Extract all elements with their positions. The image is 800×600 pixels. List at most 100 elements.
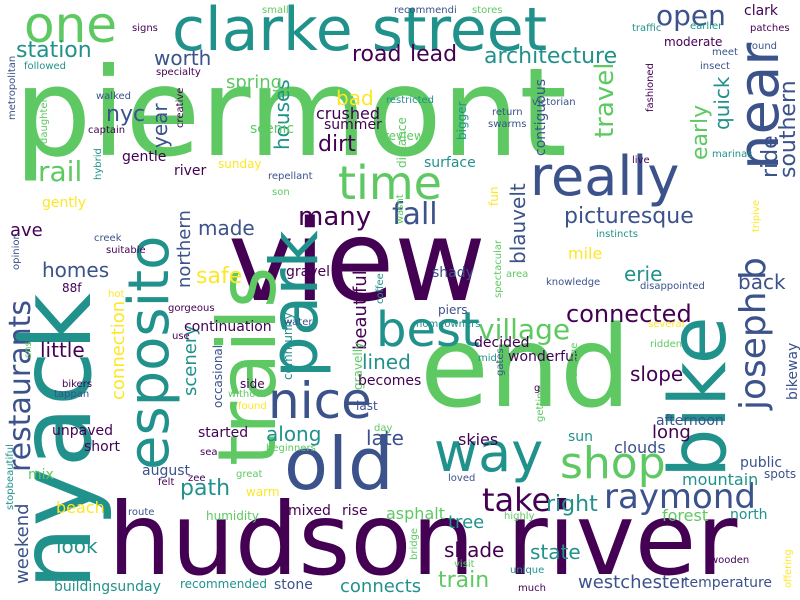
word-clarke-street: clarke street bbox=[172, 0, 548, 65]
word-victorian: victorian bbox=[532, 97, 576, 108]
word-temperature: temperature bbox=[684, 575, 772, 591]
word-mixed: mixed bbox=[288, 503, 331, 519]
word-water: water bbox=[284, 317, 313, 328]
word-picturesque: picturesque bbox=[564, 204, 694, 229]
word-nyc: nyc bbox=[106, 102, 146, 127]
word-esposito: esposito bbox=[117, 235, 182, 470]
word-return: return bbox=[492, 107, 523, 118]
word-connects: connects bbox=[340, 576, 422, 597]
word-early: early bbox=[688, 104, 713, 160]
word-northern: northern bbox=[174, 210, 195, 288]
word-afternoon: afternoon bbox=[656, 413, 724, 429]
word-round: round bbox=[748, 41, 778, 52]
word-back: back bbox=[738, 270, 786, 294]
word-nice: nice bbox=[268, 372, 372, 430]
word-slope: slope bbox=[630, 362, 684, 386]
word-stone: stone bbox=[274, 577, 313, 593]
word-great: great bbox=[236, 469, 263, 480]
word-captain: captain bbox=[88, 125, 126, 136]
word-clark: clark bbox=[744, 3, 779, 19]
word-shop: shop bbox=[560, 438, 666, 489]
word-last: last bbox=[356, 399, 378, 413]
word-spring: spring bbox=[226, 72, 283, 93]
word-occasional: occasional bbox=[211, 344, 225, 408]
word-asphalt: asphalt bbox=[386, 504, 445, 523]
word-safe: safe bbox=[196, 264, 243, 289]
word-look: look bbox=[56, 534, 98, 558]
word-several: several bbox=[648, 319, 685, 330]
word-north: north bbox=[730, 507, 768, 523]
word-side: side bbox=[240, 377, 265, 391]
word-small: small bbox=[262, 5, 289, 16]
word-state: state bbox=[530, 540, 581, 564]
word-insect: insect bbox=[700, 61, 730, 72]
word-restricted: restricted bbox=[386, 95, 434, 106]
word-loved: loved bbox=[448, 473, 476, 484]
word-park: park bbox=[256, 230, 333, 378]
word-right: right bbox=[546, 492, 598, 517]
word-best: best bbox=[376, 302, 480, 358]
word-path: path bbox=[180, 476, 231, 501]
word-road: road bbox=[352, 42, 402, 67]
word-beginners: beginners bbox=[266, 443, 316, 454]
word-really: really bbox=[530, 145, 680, 208]
word-take: take bbox=[482, 481, 552, 519]
word-erie: erie bbox=[624, 262, 663, 286]
word-raymond: raymond bbox=[604, 477, 756, 517]
word-much: much bbox=[518, 583, 546, 594]
word-lead: lead bbox=[410, 42, 458, 67]
word-river: river bbox=[174, 163, 207, 179]
word-beautiful: beautiful bbox=[350, 270, 371, 350]
word-fashioned: fashioned bbox=[645, 63, 656, 112]
word-surface: surface bbox=[424, 155, 476, 171]
word-marinas: marinas bbox=[712, 149, 753, 160]
word-many: many bbox=[298, 202, 372, 232]
word-quick: quick bbox=[710, 76, 734, 130]
word-unpaved: unpaved bbox=[52, 423, 113, 439]
word-followed: followed bbox=[24, 61, 66, 72]
word-felt: felt bbox=[158, 477, 175, 488]
word-lined: lined bbox=[362, 350, 411, 374]
word-blauvelt: blauvelt bbox=[506, 183, 530, 264]
word-mid: mid bbox=[478, 353, 497, 364]
word-crushed: crushed bbox=[316, 104, 380, 123]
word-weekend: weekend bbox=[12, 503, 33, 584]
word-late: late bbox=[366, 426, 404, 450]
word-homes: homes bbox=[42, 258, 110, 282]
word-clouds: clouds bbox=[614, 438, 666, 457]
word-traffic: traffic bbox=[632, 23, 662, 34]
word-becomes: becomes bbox=[358, 373, 422, 389]
word-ride: ride bbox=[758, 135, 783, 178]
word-hybrid: hybrid bbox=[93, 148, 104, 180]
word-disappointed: disappointed bbox=[640, 281, 705, 292]
word-august: august bbox=[142, 463, 190, 479]
word-instincts: instincts bbox=[596, 229, 638, 240]
word-rail: rail bbox=[38, 155, 83, 188]
word-worth: worth bbox=[154, 46, 212, 70]
word-architecture: architecture bbox=[484, 44, 618, 69]
word-moderate: moderate bbox=[664, 35, 723, 49]
word-continuation: continuation bbox=[184, 319, 272, 335]
word-contiguous: contiguous bbox=[533, 78, 549, 156]
word-shade: shade bbox=[444, 538, 505, 562]
word-long: long bbox=[652, 422, 691, 443]
word-opinion: opinion bbox=[11, 233, 22, 270]
word-signs: signs bbox=[132, 23, 158, 34]
word-found: found bbox=[238, 401, 267, 412]
word-earlier: earlier bbox=[690, 21, 723, 32]
word-decided: decided bbox=[474, 335, 530, 351]
word-connection: connection bbox=[108, 300, 129, 400]
word-creek: creek bbox=[94, 233, 122, 244]
word-village: village bbox=[478, 313, 571, 346]
word-stores: stores bbox=[472, 5, 503, 16]
word-one: one bbox=[24, 0, 118, 54]
word-metropolitan: metropolitan bbox=[7, 55, 18, 120]
word-specialty: specialty bbox=[156, 67, 201, 78]
word-area: area bbox=[506, 269, 529, 280]
word-bad: bad bbox=[336, 86, 374, 110]
word-along: along bbox=[266, 422, 322, 446]
word-dirt: dirt bbox=[318, 132, 356, 157]
word-westchester: westchester bbox=[578, 572, 688, 593]
word-daughter: daughter bbox=[39, 98, 50, 144]
word-sun: sun bbox=[568, 429, 594, 445]
